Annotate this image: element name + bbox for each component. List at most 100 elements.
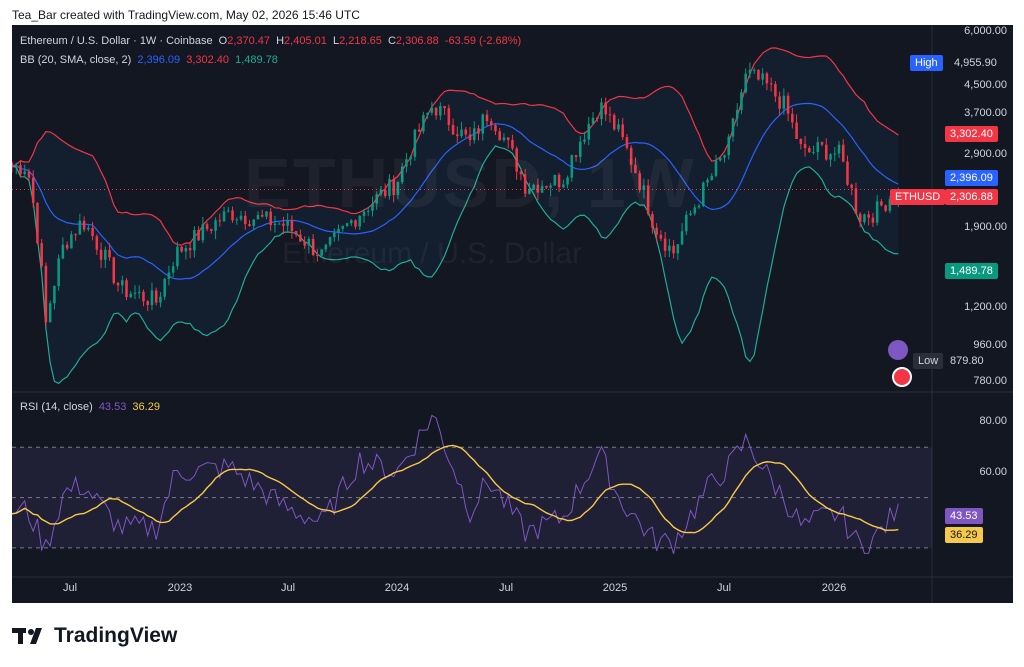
candle-body — [553, 174, 557, 186]
candle-body — [574, 155, 578, 157]
candle-body — [400, 166, 404, 183]
candle-body — [426, 112, 429, 116]
events-icon[interactable] — [888, 340, 908, 360]
candle-body — [65, 244, 69, 249]
low-tag-label: Low — [913, 353, 944, 369]
chart-caption: Tea_Bar created with TradingView.com, Ma… — [12, 8, 360, 22]
candle-body — [409, 156, 412, 160]
candle-body — [485, 114, 489, 122]
candle-body — [634, 164, 637, 174]
candle-body — [324, 244, 328, 250]
candle-body — [396, 182, 400, 195]
candle-body — [112, 257, 116, 283]
candle-body — [621, 124, 624, 138]
candle-body — [841, 144, 845, 162]
high-tag-value: 4,955.90 — [949, 55, 1002, 71]
candle-body — [163, 278, 166, 297]
bb-lower-value: 1,489.78 — [235, 54, 278, 66]
candle-body — [829, 154, 832, 160]
rsi-label[interactable]: RSI (14, close) — [20, 401, 93, 413]
candle-body — [176, 246, 179, 267]
candle-body — [108, 249, 111, 258]
high-label: H — [276, 35, 285, 47]
candle-body — [358, 215, 362, 227]
chart-frame[interactable]: ETHUSD, 1W Ethereum / U.S. Dollar Ethere… — [12, 25, 1013, 603]
candle-body — [557, 174, 561, 188]
candle-body — [646, 185, 650, 214]
price-label: 6,000.00 — [964, 25, 1007, 37]
bb-legend[interactable]: BB (20, SMA, close, 2) 2,396.09 3,302.40… — [20, 54, 278, 66]
candle-body — [748, 69, 752, 74]
candle-body — [880, 201, 883, 206]
candle-body — [375, 194, 378, 204]
high-value: 2,405.01 — [284, 35, 327, 47]
candle-body — [57, 258, 60, 287]
candle-body — [680, 231, 684, 245]
candle-body — [752, 69, 756, 71]
candle-body — [583, 139, 586, 142]
price-label: 960.00 — [973, 339, 1007, 351]
price-label: 1,200.00 — [964, 301, 1007, 313]
rsi-ma-value: 36.29 — [132, 401, 160, 413]
rsi-scale-label: 80.00 — [979, 415, 1007, 427]
candle-body — [282, 223, 285, 226]
candle-body — [99, 249, 103, 260]
candle-body — [405, 159, 408, 167]
tradingview-brand[interactable]: TradingView — [12, 624, 177, 648]
price-tag: 2,306.88 — [945, 189, 998, 205]
candle-body — [786, 95, 790, 114]
x-axis-label: Jul — [62, 582, 78, 594]
chart-canvas[interactable] — [12, 25, 1013, 603]
rsi-legend[interactable]: RSI (14, close) 43.53 36.29 — [20, 401, 160, 413]
candle-body — [439, 106, 442, 116]
rsi-line — [12, 414, 899, 554]
candle-body — [447, 108, 451, 125]
candle-body — [40, 243, 43, 266]
candle-body — [184, 248, 188, 252]
candle-body — [723, 155, 726, 158]
candle-body — [222, 211, 226, 222]
candle-body — [655, 227, 658, 235]
candle-body — [350, 220, 353, 224]
candle-body — [608, 114, 612, 116]
candle-body — [74, 234, 77, 236]
watermark-name: Ethereum / U.S. Dollar — [282, 237, 583, 270]
candle-body — [718, 157, 722, 161]
candle-body — [570, 155, 574, 178]
candle-body — [154, 290, 158, 303]
candle-body — [354, 220, 357, 227]
candle-body — [430, 107, 434, 113]
candle-body — [464, 129, 468, 135]
candle-body — [434, 107, 438, 116]
candle-body — [129, 293, 133, 298]
candle-body — [159, 296, 162, 303]
candle-body — [566, 177, 569, 185]
candle-body — [774, 84, 777, 97]
candle-body — [256, 215, 260, 220]
candle-body — [506, 137, 510, 140]
candle-body — [663, 238, 667, 251]
bb-fill — [12, 47, 899, 384]
candle-body — [489, 121, 493, 125]
candle-body — [595, 117, 599, 120]
candle-body — [383, 189, 387, 196]
candle-body — [867, 214, 870, 218]
bb-label[interactable]: BB (20, SMA, close, 2) — [20, 54, 132, 66]
ohlc-legend[interactable]: Ethereum / U.S. Dollar · 1W · Coinbase O… — [20, 35, 521, 47]
candle-body — [846, 161, 849, 185]
candle-body — [668, 245, 671, 251]
candle-body — [231, 210, 234, 221]
candle-body — [791, 113, 794, 123]
us-flag-icon[interactable] — [892, 367, 912, 387]
candle-body — [468, 134, 472, 141]
candle-body — [417, 129, 421, 132]
rsi-tag: 43.53 — [945, 508, 983, 524]
symbol-title[interactable]: Ethereum / U.S. Dollar · 1W · Coinbase — [20, 35, 213, 47]
candle-body — [612, 114, 616, 130]
candle-body — [273, 223, 277, 226]
candle-body — [146, 301, 149, 306]
candle-body — [833, 153, 837, 155]
candle-body — [269, 211, 272, 226]
candle-body — [14, 165, 18, 167]
candle-body — [210, 229, 213, 231]
